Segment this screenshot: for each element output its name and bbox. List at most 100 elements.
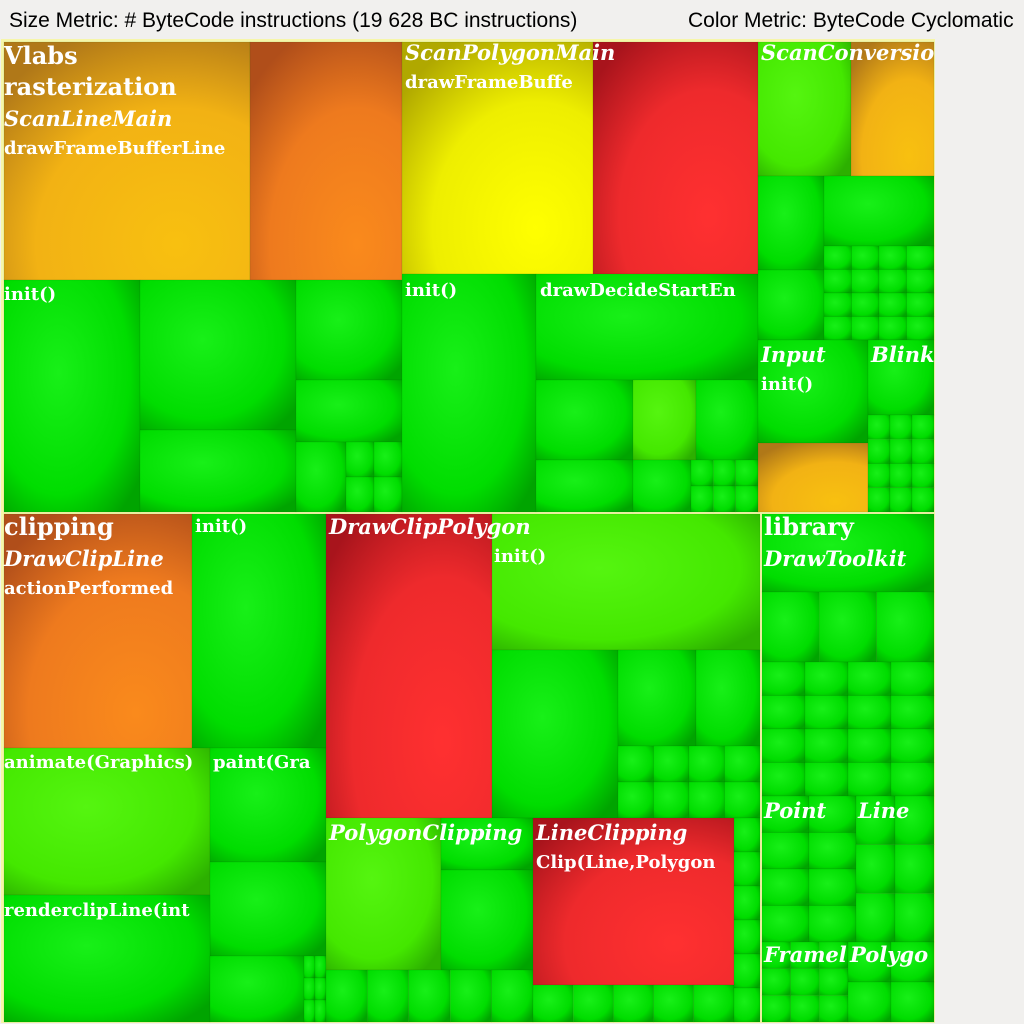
method-cell <box>314 977 327 1001</box>
method-cell-gold <box>757 442 869 513</box>
class-label: DrawClipPolygon <box>328 514 531 539</box>
method-label: paint(Gra <box>213 752 311 773</box>
method-cell <box>408 969 451 1023</box>
method-cell <box>889 438 913 464</box>
method-cell <box>491 969 534 1023</box>
method-cell <box>690 485 714 513</box>
method-cell <box>325 969 368 1023</box>
method-cell-gold <box>850 41 935 177</box>
method-cell <box>906 269 935 294</box>
method-cell <box>823 292 852 317</box>
method-cell <box>804 695 849 730</box>
method-cell <box>808 832 857 870</box>
method-cell <box>440 817 534 871</box>
method-cell <box>724 745 761 783</box>
method-cell <box>535 379 634 461</box>
method-cell <box>819 591 877 663</box>
method-cell <box>761 968 791 996</box>
class-label: DrawClipLine <box>3 546 164 571</box>
method-cell <box>790 995 820 1023</box>
method-cell <box>847 728 892 763</box>
method-cell <box>191 513 327 749</box>
class-label: Blink <box>870 342 935 367</box>
method-cell <box>855 844 896 894</box>
method-cell <box>894 893 935 943</box>
method-cell-red <box>325 513 493 819</box>
method-cell <box>847 695 892 730</box>
method-cell <box>790 941 820 969</box>
method-cell <box>653 984 695 1023</box>
method-cell <box>373 476 403 513</box>
method-cell <box>855 893 896 943</box>
method-cell <box>761 832 810 870</box>
method-cell <box>209 955 305 1023</box>
method-cell <box>735 485 759 513</box>
method-cell <box>867 487 891 513</box>
method-cell <box>757 41 852 177</box>
method-cell <box>491 513 761 651</box>
method-cell <box>314 955 327 979</box>
method-cell <box>3 747 211 896</box>
method-cell <box>535 273 759 381</box>
class-label: Line <box>857 798 909 823</box>
method-cell <box>823 316 852 341</box>
method-cell <box>823 175 935 247</box>
method-cell <box>847 762 892 797</box>
package-label: rasterization <box>4 72 177 101</box>
method-cell <box>345 476 375 513</box>
method-label: drawFrameBufferLine <box>4 138 225 159</box>
method-cell-red <box>592 41 759 275</box>
method-cell <box>867 339 935 416</box>
method-cell <box>690 459 714 487</box>
method-cell <box>867 463 891 489</box>
size-metric-label: Size Metric: # ByteCode instructions (19… <box>9 9 578 32</box>
method-cell <box>894 795 935 845</box>
method-cell <box>695 379 759 461</box>
method-cell <box>804 762 849 797</box>
method-cell <box>613 984 654 1023</box>
method-cell <box>617 781 654 819</box>
method-cell <box>889 463 913 489</box>
method-cell <box>911 463 935 489</box>
method-cell-orange <box>249 41 403 281</box>
method-label: drawDecideStartEn <box>540 280 736 301</box>
method-cell <box>878 269 907 294</box>
method-cell <box>314 999 327 1023</box>
method-label: actionPerformed <box>4 578 174 599</box>
method-cell <box>761 795 810 833</box>
method-cell <box>851 269 880 294</box>
chart-header: Size Metric: # ByteCode instructions (19… <box>0 0 1024 40</box>
method-cell <box>790 968 820 996</box>
method-cell <box>295 279 403 381</box>
method-cell <box>878 316 907 341</box>
method-cell <box>688 745 725 783</box>
method-cell <box>819 941 849 969</box>
method-cell <box>761 868 810 906</box>
method-cell <box>572 984 614 1023</box>
method-cell <box>867 438 891 464</box>
class-label: ScanPolygonMain <box>405 40 615 65</box>
method-cell <box>295 441 347 513</box>
method-cell <box>491 649 619 819</box>
method-cell <box>733 919 761 955</box>
color-metric-label: Color Metric: ByteCode Cyclomatic <box>688 9 1014 32</box>
method-label: init() <box>4 284 56 305</box>
method-cell <box>855 795 896 845</box>
method-cell <box>894 844 935 894</box>
method-cell <box>632 459 692 513</box>
method-cell <box>693 984 735 1023</box>
method-cell <box>761 905 810 943</box>
method-cell <box>295 379 403 443</box>
method-label: drawFrameBuffe <box>405 72 573 93</box>
method-cell <box>851 316 880 341</box>
method-cell <box>757 339 869 444</box>
method-cell <box>757 269 825 341</box>
method-cell <box>713 485 736 513</box>
method-cell <box>3 894 211 1023</box>
method-cell <box>733 851 761 887</box>
method-cell <box>847 661 892 696</box>
method-cell <box>906 245 935 270</box>
method-cell <box>761 762 806 797</box>
method-cell <box>761 661 806 696</box>
method-cell <box>3 279 141 513</box>
